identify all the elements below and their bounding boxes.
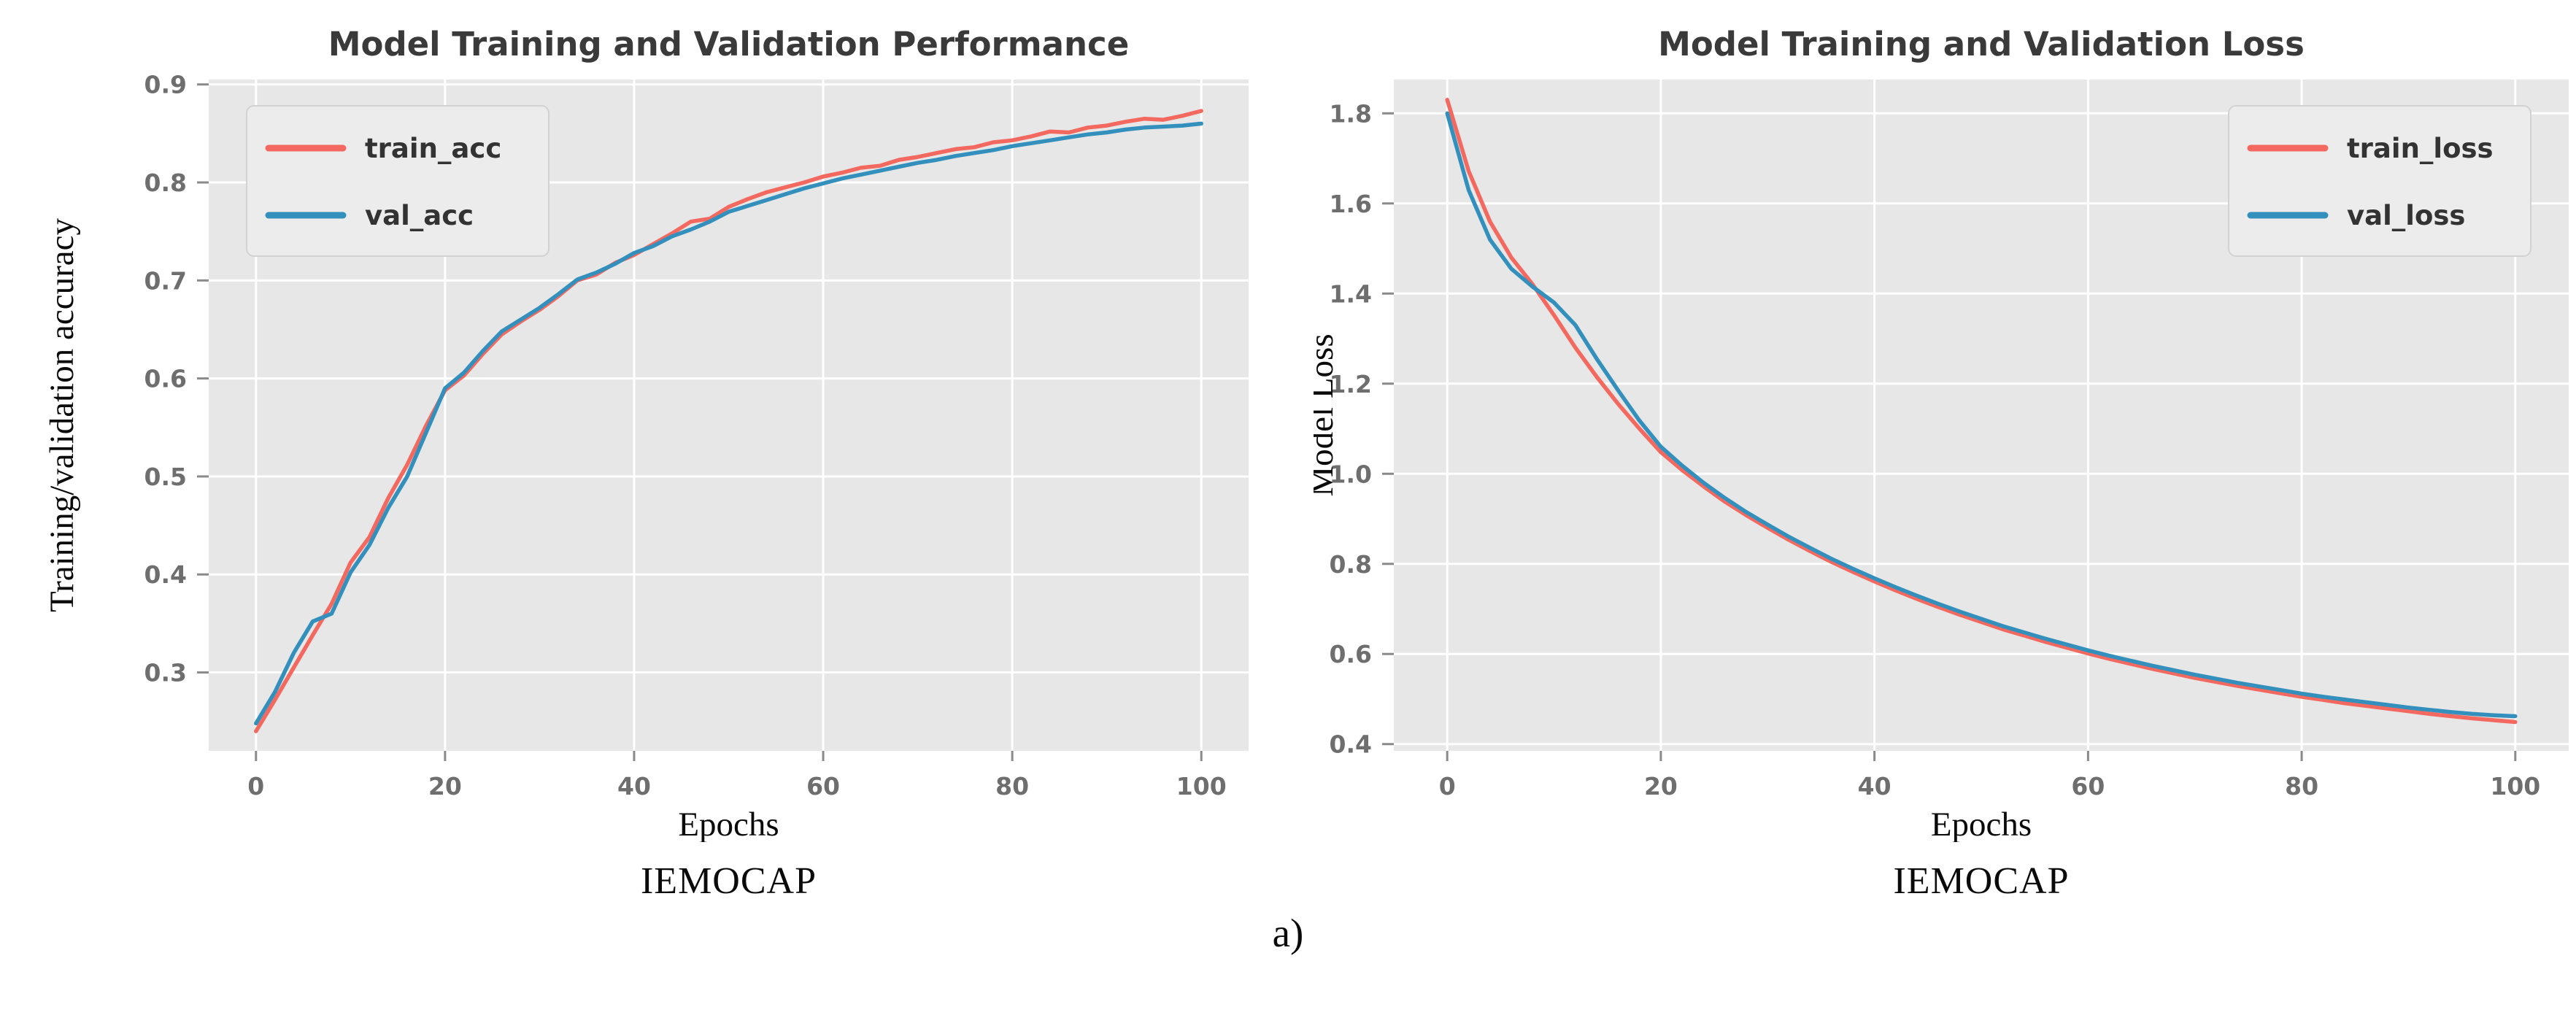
y-tick-label: 0.4 bbox=[144, 560, 187, 589]
legend-label-train_loss: train_loss bbox=[2347, 133, 2494, 164]
x-tick-label: 20 bbox=[428, 772, 462, 800]
x-tick-label: 20 bbox=[1644, 772, 1678, 800]
x-tick-label: 100 bbox=[2490, 772, 2540, 800]
y-tick-label: 0.8 bbox=[144, 169, 187, 197]
y-tick-label: 0.4 bbox=[1330, 730, 1372, 759]
x-tick-label: 40 bbox=[617, 772, 651, 800]
x-tick-label: 60 bbox=[806, 772, 840, 800]
y-tick-label: 1.4 bbox=[1330, 279, 1372, 308]
y-tick-label: 0.6 bbox=[1330, 640, 1372, 668]
legend-label-train_acc: train_acc bbox=[365, 133, 501, 164]
y-tick-label: 0.8 bbox=[1330, 550, 1372, 579]
y-tick-label: 0.5 bbox=[144, 463, 187, 491]
y-tick-label: 0.3 bbox=[144, 659, 187, 687]
series-line-train_loss bbox=[1445, 98, 2518, 725]
loss-figure: 0 20 40 60 80 100 0.4 0.6 0.8 1.0 1.2 1.4 1.6 1.8 trai… bbox=[1314, 10, 2576, 903]
accuracy-chart: 0 20 40 60 80 100 0.3 0.4 0.5 0.6 0.7 0.8 0.9 train_a… bbox=[43, 25, 1249, 842]
y-tick-label: 0.9 bbox=[144, 71, 187, 99]
legend-box bbox=[2228, 105, 2531, 257]
x-tick-label: 40 bbox=[1858, 772, 1891, 800]
legend-label-val_loss: val_loss bbox=[2347, 200, 2465, 231]
x-tick-label: 0 bbox=[1439, 772, 1456, 800]
x-axis-label: Epochs bbox=[1931, 806, 2032, 842]
subfigure-label: a) bbox=[1272, 911, 1304, 955]
y-axis-label: Training/validation accuracy bbox=[43, 218, 81, 612]
x-tick-label: 80 bbox=[2285, 772, 2318, 800]
legend-label-val_acc: val_acc bbox=[365, 200, 474, 231]
x-tick-label: 0 bbox=[247, 772, 264, 800]
y-tick-label: 1.8 bbox=[1330, 99, 1372, 128]
dataset-caption-left: IEMOCAP bbox=[640, 860, 817, 902]
y-tick-label: 1.0 bbox=[1330, 460, 1372, 488]
chart-title: Model Training and Validation Performanc… bbox=[328, 25, 1130, 63]
y-tick-label: 1.2 bbox=[1330, 370, 1372, 398]
series-line-val_loss bbox=[1445, 111, 2518, 719]
series-line-train_acc bbox=[254, 109, 1203, 733]
x-axis-label: Epochs bbox=[678, 806, 779, 842]
x-tick-label: 100 bbox=[1176, 772, 1227, 800]
y-tick-label: 0.7 bbox=[144, 266, 187, 295]
x-tick-label: 60 bbox=[2071, 772, 2105, 800]
legend-box bbox=[246, 105, 549, 257]
accuracy-figure: 0 20 40 60 80 100 0.3 0.4 0.5 0.6 0.7 0.8 0.9 train_a… bbox=[41, 10, 1260, 903]
y-axis-label: Model Loss bbox=[1314, 333, 1341, 496]
chart-title: Model Training and Validation Loss bbox=[1658, 25, 2305, 63]
y-tick-label: 1.6 bbox=[1330, 190, 1372, 218]
charts-row: 0 20 40 60 80 100 0.3 0.4 0.5 0.6 0.7 0.8 0.9 train_a… bbox=[41, 10, 2576, 903]
series-line-val_acc bbox=[254, 121, 1203, 726]
y-tick-label: 0.6 bbox=[144, 365, 187, 393]
loss-chart: 0 20 40 60 80 100 0.4 0.6 0.8 1.0 1.2 1.4 1.6 1.8 trai… bbox=[1314, 25, 2569, 842]
dataset-caption-right: IEMOCAP bbox=[1893, 860, 2070, 902]
x-tick-label: 80 bbox=[995, 772, 1029, 800]
